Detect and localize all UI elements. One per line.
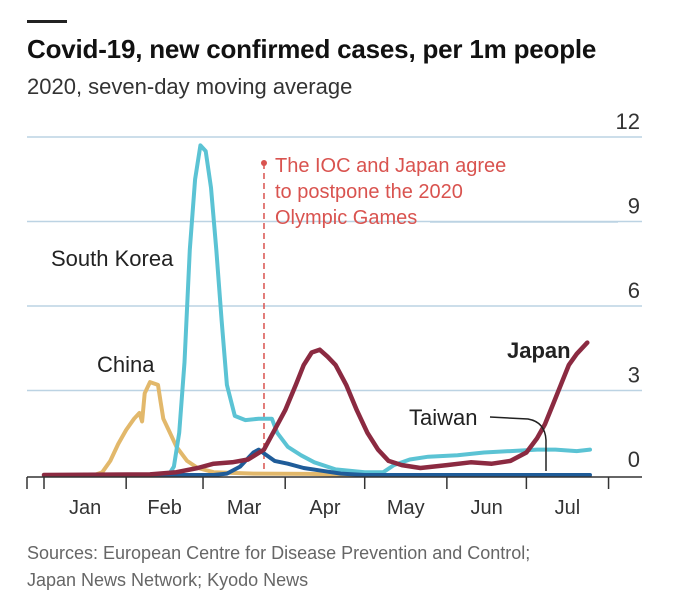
series-line-japan xyxy=(41,340,590,478)
annotation-text: to postpone the 2020 xyxy=(275,181,463,203)
sources-line-1: Sources: European Centre for Disease Pre… xyxy=(27,543,531,563)
series-labels: South Korea China Japan Taiwan xyxy=(51,246,571,471)
series-line-taiwan xyxy=(42,447,592,477)
y-tick-label: 6 xyxy=(628,278,640,303)
chart-subtitle: 2020, seven-day moving average xyxy=(27,74,353,99)
annotation-text: Olympic Games xyxy=(275,207,417,229)
sources-note: Sources: European Centre for Disease Pre… xyxy=(27,540,667,594)
x-tick-labels: Jan Feb Mar Apr May Jun Jul xyxy=(69,497,580,519)
label-south-korea: South Korea xyxy=(51,246,174,271)
y-tick-label: 12 xyxy=(616,109,640,134)
x-tick-label: Feb xyxy=(147,497,181,519)
series-lines xyxy=(41,143,592,478)
label-japan: Japan xyxy=(507,338,571,363)
annotation-text: The IOC and Japan agree xyxy=(275,155,506,177)
series-line-china xyxy=(42,380,365,477)
x-tick-label: Jan xyxy=(69,497,101,519)
x-tick-label: Apr xyxy=(309,497,340,519)
label-china: China xyxy=(97,352,155,377)
y-tick-labels: 0 3 6 9 12 xyxy=(616,109,640,472)
x-tick-label: May xyxy=(387,497,425,519)
x-tick-label: Mar xyxy=(227,497,262,519)
x-axis xyxy=(26,476,642,489)
y-tick-label: 0 xyxy=(628,447,640,472)
annotation: The IOC and Japan agree to postpone the 2… xyxy=(260,155,618,475)
sources-line-2: Japan News Network; Kyodo News xyxy=(27,570,309,590)
header-rule xyxy=(27,20,67,23)
x-tick-label: Jul xyxy=(555,497,581,519)
y-tick-label: 3 xyxy=(628,363,640,388)
chart-title: Covid-19, new confirmed cases, per 1m pe… xyxy=(27,34,597,64)
label-taiwan: Taiwan xyxy=(409,405,477,430)
y-tick-label: 9 xyxy=(628,194,640,219)
taiwan-leader-line xyxy=(489,416,547,471)
x-tick-label: Jun xyxy=(471,497,503,519)
annotation-dot xyxy=(260,160,267,166)
